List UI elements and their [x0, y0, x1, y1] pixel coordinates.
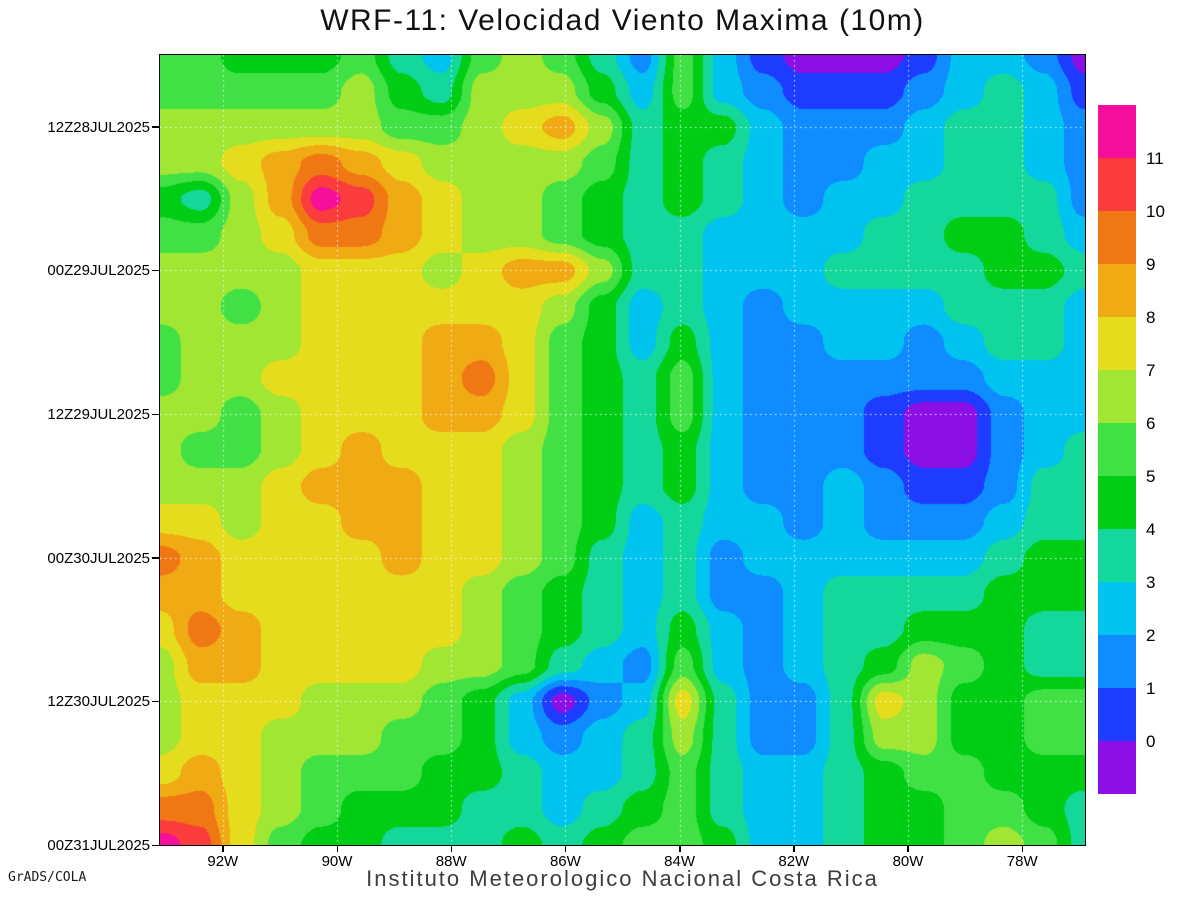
legend-value-label: 2	[1146, 626, 1156, 645]
legend-color-swatch	[1098, 529, 1136, 582]
legend-color-swatch	[1098, 582, 1136, 635]
chart-title: WRF-11: Velocidad Viento Maxima (10m)	[320, 4, 925, 37]
legend-value-label: 4	[1146, 520, 1156, 539]
time-axis-label: 00Z31JUL2025	[47, 837, 150, 854]
grads-credit-label: GrADS/COLA	[8, 870, 87, 885]
institution-caption: Instituto Meteorologico Nacional Costa R…	[366, 866, 879, 891]
legend-color-swatch	[1098, 741, 1136, 794]
time-tick-mark	[152, 269, 159, 272]
time-tick-mark	[152, 126, 159, 128]
legend-color-swatch	[1098, 105, 1136, 158]
plot-area	[152, 54, 1086, 852]
legend-value-label: 11	[1146, 149, 1164, 168]
time-axis-label: 00Z30JUL2025	[47, 549, 150, 567]
legend-value-label: 8	[1146, 308, 1156, 327]
legend-color-swatch	[1098, 370, 1136, 423]
contour-field-canvas	[160, 55, 1085, 845]
time-tick-mark	[152, 557, 159, 559]
time-tick-mark	[152, 844, 159, 846]
legend-color-swatch	[1098, 158, 1136, 211]
time-axis-label: 12Z28JUL2025	[47, 118, 150, 136]
lon-tick-mark	[907, 845, 909, 852]
legend-color-swatch	[1098, 211, 1136, 264]
longitude-axis-label: 92W	[207, 853, 239, 870]
time-axis-label: 12Z30JUL2025	[47, 693, 150, 711]
longitude-axis-label: 84W	[664, 853, 696, 870]
legend-color-swatch	[1098, 317, 1136, 370]
legend-value-label: 10	[1146, 202, 1165, 221]
time-axis-label: 00Z29JUL2025	[47, 262, 150, 280]
legend-value-label: 6	[1146, 414, 1156, 433]
legend-color-swatch	[1098, 423, 1136, 476]
time-tick-mark	[152, 413, 159, 416]
lon-tick-mark	[1021, 845, 1024, 852]
legend-color-swatch	[1098, 264, 1136, 317]
color-legend: 11 10 9 8 7 6 5 4 3 2 1 0	[1098, 105, 1198, 794]
longitude-axis-label: 80W	[892, 853, 924, 870]
legend-value-label: 0	[1146, 732, 1156, 751]
lon-tick-mark	[336, 845, 338, 852]
longitude-axis-label: 78W	[1006, 853, 1038, 870]
time-axis-label: 12Z29JUL2025	[47, 406, 150, 424]
longitude-axis-label: 86W	[549, 853, 581, 870]
time-tick-mark	[152, 700, 159, 703]
legend-color-swatch	[1098, 476, 1136, 529]
lon-tick-mark	[222, 845, 224, 852]
legend-color-swatch	[1098, 688, 1136, 741]
legend-value-label: 5	[1146, 467, 1156, 486]
lon-tick-mark	[450, 845, 453, 852]
longitude-axis-label: 82W	[778, 853, 810, 870]
legend-color-swatch	[1098, 635, 1136, 688]
lon-tick-mark	[679, 845, 681, 852]
legend-value-label: 1	[1146, 679, 1156, 698]
legend-value-label: 9	[1146, 255, 1156, 274]
lon-tick-mark	[793, 845, 795, 852]
longitude-axis-label: 88W	[435, 853, 467, 870]
legend-value-label: 3	[1146, 573, 1156, 592]
longitude-axis-label: 90W	[321, 853, 353, 870]
lon-tick-mark	[564, 845, 567, 852]
legend-value-label: 7	[1146, 361, 1156, 380]
